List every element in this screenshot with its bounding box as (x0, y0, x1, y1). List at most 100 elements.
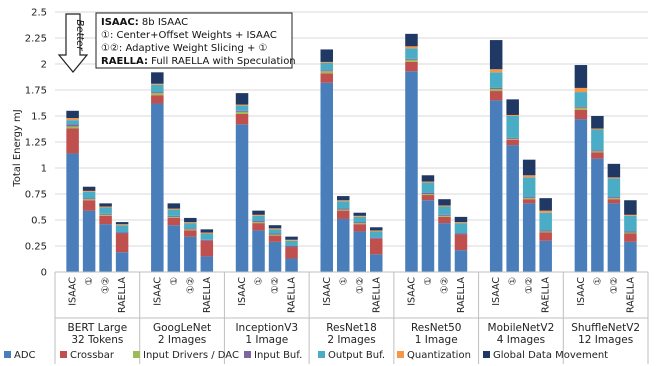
bar-segment-output-buf- (200, 233, 214, 240)
bar-segment-input-drivers-dac (405, 59, 418, 62)
bar-segment-quantization (285, 239, 298, 241)
y-tick-label: 1.25 (25, 138, 47, 149)
group-label: InceptionV3 1 Image (235, 322, 298, 346)
bar-segment-quantization (405, 46, 418, 49)
bar-segment-input-buf- (539, 230, 552, 232)
bar-segment-crossbar (624, 233, 637, 242)
config-label: ISAAC (322, 277, 333, 306)
bar-segment-crossbar (574, 109, 588, 120)
bar-segment-input-drivers-dac (522, 198, 536, 200)
bar-segment-input-buf- (405, 58, 418, 60)
legend-swatch (483, 351, 490, 358)
bar-segment-adc (200, 256, 214, 272)
bar-segment-input-buf- (252, 221, 265, 223)
config-legend-box: ISAAC: 8b ISAAC ①: Center+Offset Weights… (95, 12, 296, 69)
group-label: ResNet50 1 Image (411, 322, 462, 346)
bar-segment-input-drivers-dac (591, 151, 604, 153)
bar-segment-adc (591, 158, 604, 272)
bar-segment-global-data-movement (454, 216, 468, 223)
legend-label: Crossbar (70, 350, 115, 361)
bar-segment-input-drivers-dac (184, 229, 197, 231)
legend-box-line-1: ①: Center+Offset Weights + ISAAC (101, 30, 277, 41)
y-tick-label: 2.5 (31, 8, 47, 19)
bar-segment-crossbar (454, 234, 468, 251)
config-label: ISAAC (576, 277, 587, 306)
y-tick-label: 1 (41, 164, 47, 175)
config-label: ① (508, 277, 519, 286)
bar-segment-output-buf- (591, 129, 604, 151)
bar-segment-input-drivers-dac (607, 198, 621, 200)
bar-segment-output-buf- (353, 216, 366, 223)
bar-segment-quantization (200, 232, 214, 234)
y-tick-label: 1.5 (31, 112, 47, 123)
bar-segment-crossbar (421, 195, 435, 201)
bar-segment-quantization (591, 128, 604, 130)
bar-segment-crossbar (151, 95, 164, 104)
bar-segment-quantization (624, 214, 637, 216)
bar-segment-adc (574, 119, 588, 273)
config-label: RAELLA (371, 277, 382, 314)
bar-segment-adc (506, 145, 519, 272)
legend-box-line-12: ①②: Adaptive Weight Slicing + ① (101, 43, 268, 54)
bar-segment-adc (66, 153, 79, 272)
bars-layer (66, 33, 637, 273)
bar-segment-global-data-movement (624, 200, 637, 215)
bar-segment-global-data-movement (607, 163, 621, 178)
legend-swatch (318, 351, 325, 358)
bar-segment-output-buf- (285, 240, 298, 246)
bar-segment-global-data-movement (506, 99, 519, 115)
bar-segment-output-buf- (506, 116, 519, 138)
legend-label: Output Buf. (328, 350, 385, 361)
config-label: ①② (101, 277, 112, 294)
bar-segment-adc (370, 254, 383, 272)
better-arrow (57, 13, 89, 73)
bar-segment-crossbar (506, 139, 519, 146)
bar-segment-output-buf- (370, 231, 383, 238)
bar-segment-input-buf- (268, 233, 282, 235)
bar-segment-adc (167, 225, 181, 272)
config-label: ISAAC (68, 277, 79, 306)
bar-segment-global-data-movement (184, 217, 197, 223)
legend-swatch (397, 351, 404, 358)
config-label: RAELLA (202, 277, 213, 314)
bar-segment-input-drivers-dac (252, 222, 265, 224)
bar-segment-output-buf- (522, 177, 536, 198)
bar-segment-global-data-movement (66, 110, 79, 119)
bar-segment-output-buf- (151, 84, 164, 93)
bar-segment-quantization (421, 181, 435, 183)
bar-segment-crossbar (66, 128, 79, 154)
config-label: ①② (355, 277, 366, 294)
bar-segment-output-buf- (82, 191, 96, 199)
bar-segment-quantization (115, 224, 129, 226)
legend-label: Input Drivers / DAC (143, 350, 239, 361)
bar-segment-input-drivers-dac (539, 231, 552, 233)
bar-segment-adc (184, 236, 197, 272)
bar-segment-input-drivers-dac (235, 111, 249, 114)
bar-segment-quantization (506, 114, 519, 116)
legend-label: Quantization (407, 350, 471, 361)
bar-segment-input-buf- (607, 197, 621, 199)
bar-segment-adc (151, 103, 164, 273)
group-label: ResNet18 2 Images (326, 322, 377, 346)
bar-segment-input-buf- (235, 110, 249, 112)
y-tick-label: 0.5 (31, 216, 47, 227)
bar-segment-output-buf- (454, 223, 468, 234)
bar-segment-crossbar (320, 73, 333, 83)
bar-segment-adc (337, 218, 350, 272)
bar-segment-adc (320, 82, 333, 272)
bar-segment-input-buf- (151, 92, 164, 94)
y-tick-label: 2 (41, 60, 47, 71)
legend-box-line-raella: RAELLA: Full RAELLA with Speculation (101, 56, 296, 67)
config-label: ① (254, 277, 265, 286)
bar-segment-adc (99, 224, 112, 272)
group-label: MobileNetV2 4 Images (488, 322, 555, 346)
bar-segment-adc (539, 240, 552, 272)
bar-segment-output-buf- (167, 209, 181, 216)
bar-segment-input-drivers-dac (438, 215, 451, 217)
bar-segment-input-drivers-dac (337, 209, 350, 211)
bar-segment-global-data-movement (320, 49, 333, 62)
bar-segment-input-drivers-dac (489, 88, 503, 92)
bar-segment-crossbar (268, 235, 282, 242)
